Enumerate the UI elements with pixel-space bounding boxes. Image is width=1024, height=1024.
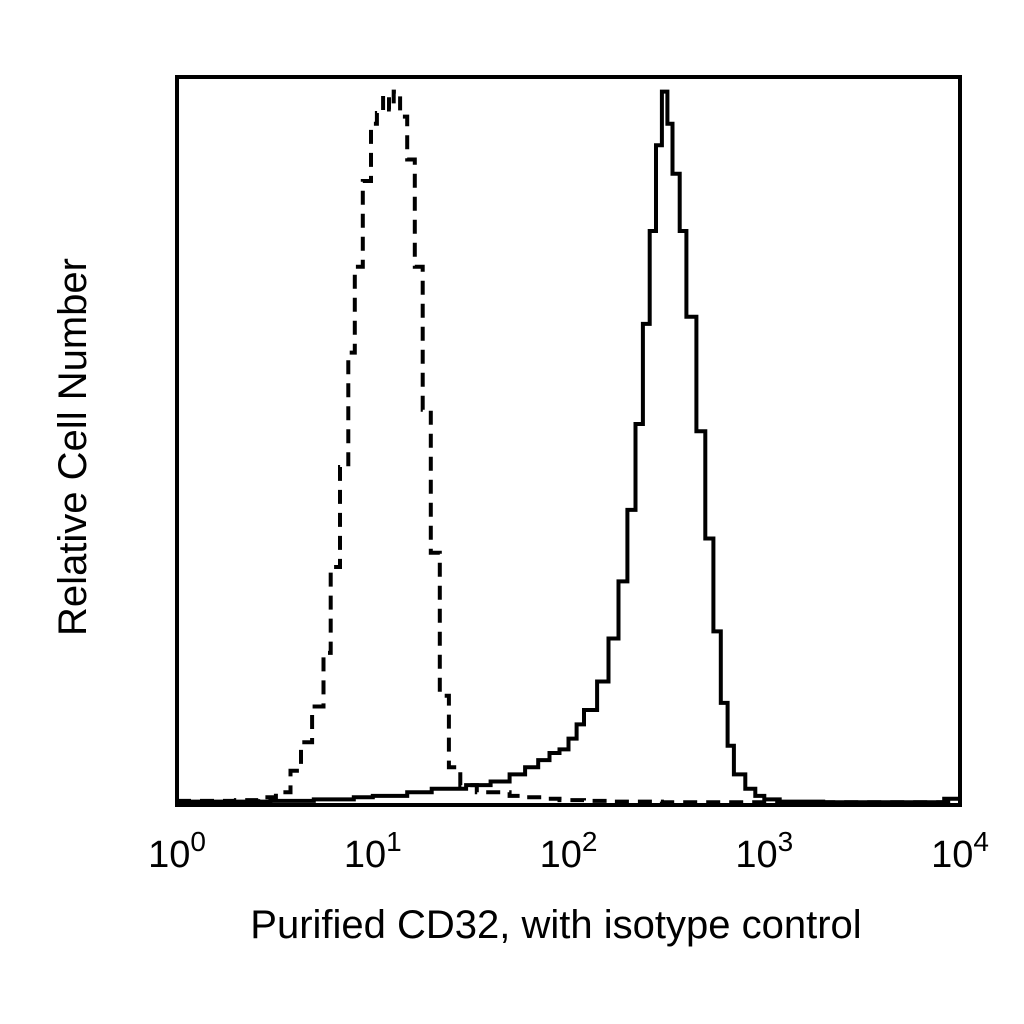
x-tick-label: 101 bbox=[344, 826, 402, 876]
x-axis-title: Purified CD32, with isotype control bbox=[250, 903, 861, 947]
x-tick-labels: 100 101 102 103 104 bbox=[148, 826, 989, 876]
series-solid-line bbox=[177, 89, 962, 805]
series-layer bbox=[177, 89, 962, 805]
plot-frame bbox=[175, 75, 962, 807]
series-dashed-line bbox=[177, 89, 960, 805]
x-tick-label: 100 bbox=[148, 826, 206, 876]
x-tick-label: 103 bbox=[735, 826, 793, 876]
x-tick-label: 104 bbox=[931, 826, 989, 876]
x-tick-label: 102 bbox=[540, 826, 598, 876]
y-axis-title: Relative Cell Number bbox=[51, 258, 95, 636]
